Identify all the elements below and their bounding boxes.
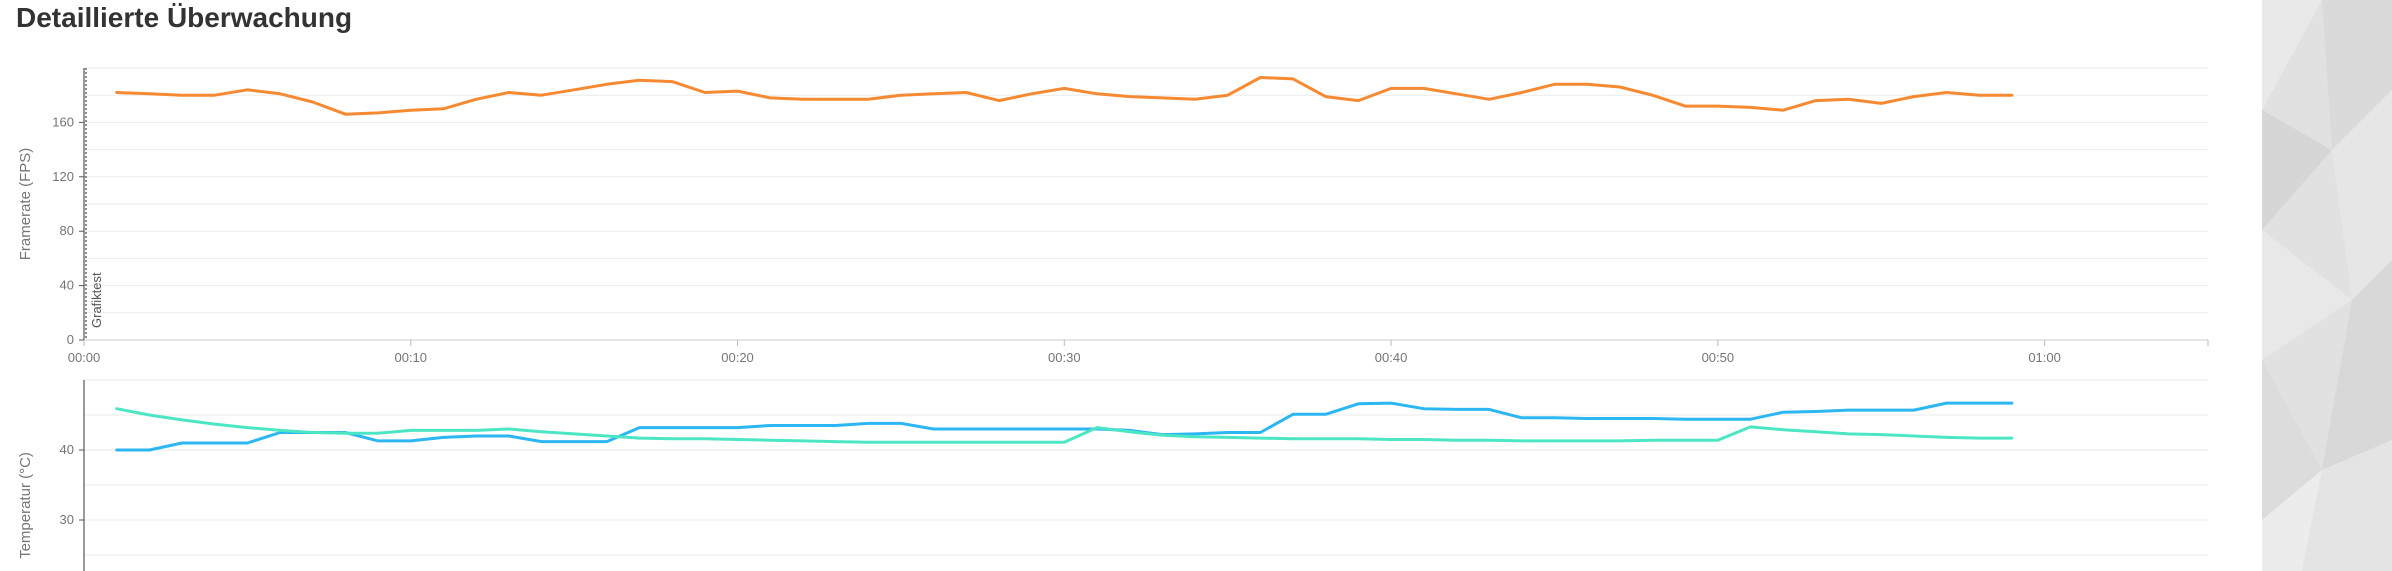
- y-tick-label: 40: [60, 442, 74, 457]
- event-marker-label: Grafiktest: [89, 272, 104, 328]
- x-tick-label: 00:40: [1375, 350, 1408, 365]
- x-tick-label: 00:50: [1702, 350, 1735, 365]
- y-axis-title: Temperatur (°C): [17, 452, 34, 559]
- x-tick-label: 00:10: [394, 350, 427, 365]
- x-tick-label: 00:00: [68, 350, 101, 365]
- main-content: Detaillierte Überwachung 0 40 80 120 160 Fram…: [16, 2, 2209, 571]
- charts-area: 0 40 80 120 160 Framerate (FPS) 00:00 00:10 00:2…: [17, 67, 2209, 571]
- series-line-2-1: [115, 401, 2014, 452]
- y-tick-label: 80: [60, 223, 74, 238]
- series-line-2-2: [115, 407, 2014, 444]
- side-panel: [2262, 0, 2392, 571]
- page-title: Detaillierte Überwachung: [16, 2, 353, 33]
- x-tick-label: 00:20: [721, 350, 754, 365]
- x-tick-label: 00:30: [1048, 350, 1081, 365]
- y-tick-label: 120: [52, 169, 74, 184]
- side-panel-pattern: [2262, 0, 2392, 571]
- y-tick-label: 30: [60, 512, 74, 527]
- series-line-1-1: [115, 76, 2014, 116]
- y-tick-label: 40: [60, 278, 74, 293]
- y-tick-label: 0: [67, 332, 74, 347]
- x-tick-label: 01:00: [2028, 350, 2061, 365]
- y-axis-title: Framerate (FPS): [17, 148, 34, 261]
- y-tick-label: 160: [52, 114, 74, 129]
